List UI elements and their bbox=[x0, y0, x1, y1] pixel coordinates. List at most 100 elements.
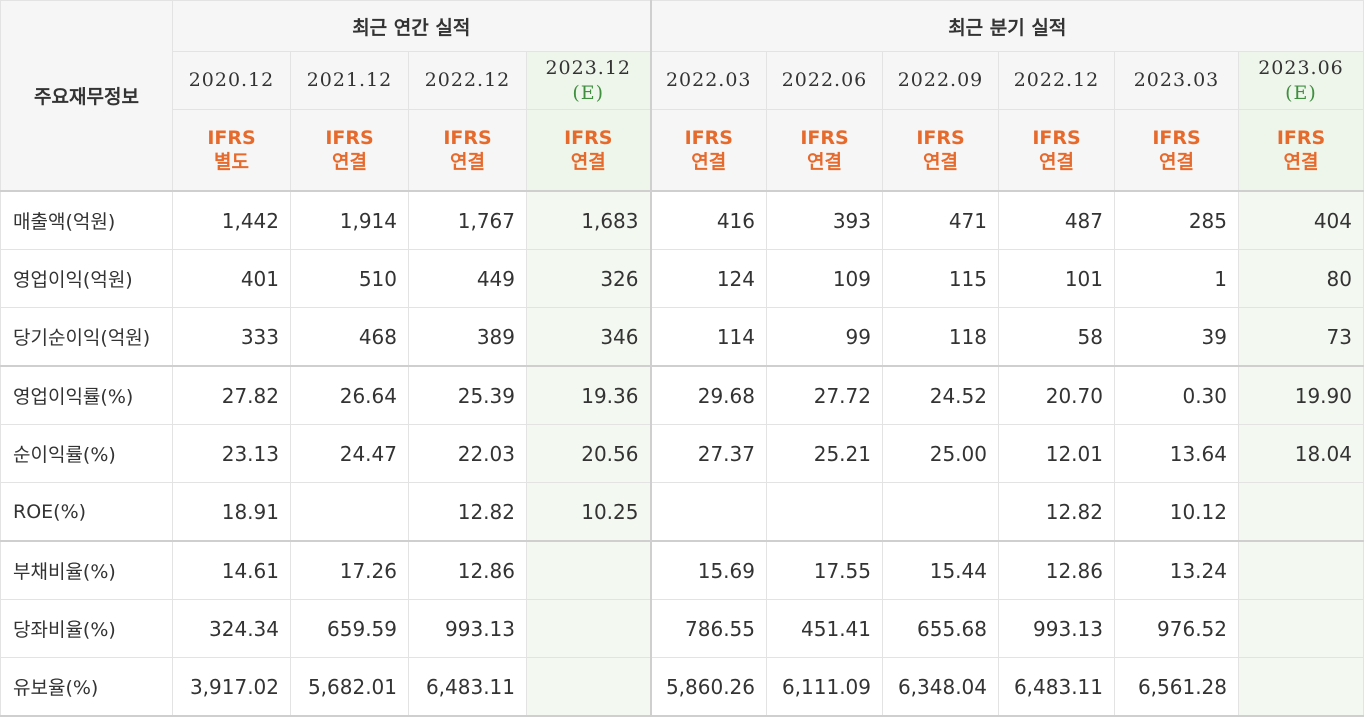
accounting-standard: IFRS 연결 bbox=[408, 109, 527, 192]
table-cell: 6,483.11 bbox=[408, 657, 527, 717]
table-cell: 468 bbox=[290, 307, 409, 367]
row-label: 유보율(%) bbox=[0, 657, 173, 717]
accounting-standard: IFRS 연결 bbox=[766, 109, 883, 192]
table-cell bbox=[1238, 599, 1364, 658]
accounting-standard: IFRS 연결 bbox=[998, 109, 1115, 192]
table-cell: 12.86 bbox=[408, 540, 527, 600]
row-label: 영업이익률(%) bbox=[0, 365, 173, 425]
accounting-standard: IFRS 연결 bbox=[290, 109, 409, 192]
table-cell: 324.34 bbox=[172, 599, 291, 658]
table-cell: 20.70 bbox=[998, 365, 1115, 425]
table-cell: 17.26 bbox=[290, 540, 409, 600]
table-cell: 22.03 bbox=[408, 424, 527, 483]
accounting-standard: IFRS 별도 bbox=[172, 109, 291, 192]
table-cell: 115 bbox=[882, 249, 999, 308]
table-cell: 471 bbox=[882, 190, 999, 250]
table-cell: 6,483.11 bbox=[998, 657, 1115, 717]
table-cell: 487 bbox=[998, 190, 1115, 250]
table-cell: 10.25 bbox=[526, 482, 651, 542]
row-label: 부채비율(%) bbox=[0, 540, 173, 600]
row-label: 순이익률(%) bbox=[0, 424, 173, 483]
table-cell: 24.47 bbox=[290, 424, 409, 483]
table-row: ROE(%) 18.91 12.82 10.25 12.82 10.12 bbox=[0, 482, 1364, 542]
table-cell: 393 bbox=[766, 190, 883, 250]
period-header-estimate: 2023.06 (E) bbox=[1238, 51, 1364, 110]
table-cell: 15.69 bbox=[649, 540, 767, 600]
table-cell: 976.52 bbox=[1114, 599, 1239, 658]
table-cell: 449 bbox=[408, 249, 527, 308]
row-label: 당좌비율(%) bbox=[0, 599, 173, 658]
table-cell: 333 bbox=[172, 307, 291, 367]
table-cell: 124 bbox=[649, 249, 767, 308]
quarter-group-header: 최근 분기 실적 bbox=[649, 0, 1364, 52]
table-cell: 5,682.01 bbox=[290, 657, 409, 717]
table-cell bbox=[1238, 540, 1364, 600]
table-cell: 786.55 bbox=[649, 599, 767, 658]
table-cell: 19.36 bbox=[526, 365, 651, 425]
table-cell: 1,683 bbox=[526, 190, 651, 250]
annual-group-header: 최근 연간 실적 bbox=[172, 0, 651, 52]
table-cell: 25.39 bbox=[408, 365, 527, 425]
table-cell: 99 bbox=[766, 307, 883, 367]
table-cell: 6,111.09 bbox=[766, 657, 883, 717]
table-cell: 3,917.02 bbox=[172, 657, 291, 717]
financial-rows: 매출액(억원) 1,442 1,914 1,767 1,683 416 393 471 487 2… bbox=[0, 190, 1364, 717]
period-header: 2022.12 bbox=[408, 51, 527, 110]
table-cell: 26.64 bbox=[290, 365, 409, 425]
table-cell: 6,561.28 bbox=[1114, 657, 1239, 717]
table-cell: 655.68 bbox=[882, 599, 999, 658]
period-header: 2022.09 bbox=[882, 51, 999, 110]
accounting-standard: IFRS 연결 bbox=[649, 109, 767, 192]
table-cell: 18.91 bbox=[172, 482, 291, 542]
table-row: 당좌비율(%) 324.34 659.59 993.13 786.55 451.41 655… bbox=[0, 599, 1364, 658]
period-header: 2021.12 bbox=[290, 51, 409, 110]
table-cell: 27.37 bbox=[649, 424, 767, 483]
table-cell bbox=[526, 540, 651, 600]
table-cell: 17.55 bbox=[766, 540, 883, 600]
table-cell: 20.56 bbox=[526, 424, 651, 483]
table-cell: 114 bbox=[649, 307, 767, 367]
table-cell: 29.68 bbox=[649, 365, 767, 425]
row-label: 영업이익(억원) bbox=[0, 249, 173, 308]
table-cell: 993.13 bbox=[998, 599, 1115, 658]
period-header: 2022.12 bbox=[998, 51, 1115, 110]
table-row: 당기순이익(억원) 333 468 389 346 114 99 118 58 39 73 bbox=[0, 307, 1364, 367]
table-cell: 510 bbox=[290, 249, 409, 308]
table-row: 영업이익(억원) 401 510 449 326 124 109 115 101 1 80 bbox=[0, 249, 1364, 308]
table-cell: 25.21 bbox=[766, 424, 883, 483]
table-cell bbox=[649, 482, 767, 542]
table-cell bbox=[1238, 657, 1364, 717]
table-cell: 14.61 bbox=[172, 540, 291, 600]
table-cell bbox=[882, 482, 999, 542]
table-row: 매출액(억원) 1,442 1,914 1,767 1,683 416 393 471 487 2… bbox=[0, 190, 1364, 250]
table-cell: 25.00 bbox=[882, 424, 999, 483]
table-cell: 109 bbox=[766, 249, 883, 308]
table-cell: 1,767 bbox=[408, 190, 527, 250]
period-header: 2020.12 bbox=[172, 51, 291, 110]
period-header: 2022.03 bbox=[649, 51, 767, 110]
table-cell: 58 bbox=[998, 307, 1115, 367]
table-cell: 285 bbox=[1114, 190, 1239, 250]
table-row: 유보율(%) 3,917.02 5,682.01 6,483.11 5,860.26 6,… bbox=[0, 657, 1364, 717]
table-cell: 1,442 bbox=[172, 190, 291, 250]
table-cell: 12.82 bbox=[998, 482, 1115, 542]
table-cell: 13.24 bbox=[1114, 540, 1239, 600]
accounting-standard: IFRS 연결 bbox=[1114, 109, 1239, 192]
table-cell: 416 bbox=[649, 190, 767, 250]
period-header: 2022.06 bbox=[766, 51, 883, 110]
table-cell bbox=[290, 482, 409, 542]
table-row: 부채비율(%) 14.61 17.26 12.86 15.69 17.55 15.44 12.… bbox=[0, 540, 1364, 600]
table-cell: 1 bbox=[1114, 249, 1239, 308]
table-cell: 451.41 bbox=[766, 599, 883, 658]
table-cell: 24.52 bbox=[882, 365, 999, 425]
table-cell bbox=[526, 599, 651, 658]
table-cell: 80 bbox=[1238, 249, 1364, 308]
table-cell: 6,348.04 bbox=[882, 657, 999, 717]
table-cell: 12.01 bbox=[998, 424, 1115, 483]
table-cell: 1,914 bbox=[290, 190, 409, 250]
table-cell: 27.72 bbox=[766, 365, 883, 425]
table-cell: 346 bbox=[526, 307, 651, 367]
table-cell: 39 bbox=[1114, 307, 1239, 367]
row-label: 당기순이익(억원) bbox=[0, 307, 173, 367]
